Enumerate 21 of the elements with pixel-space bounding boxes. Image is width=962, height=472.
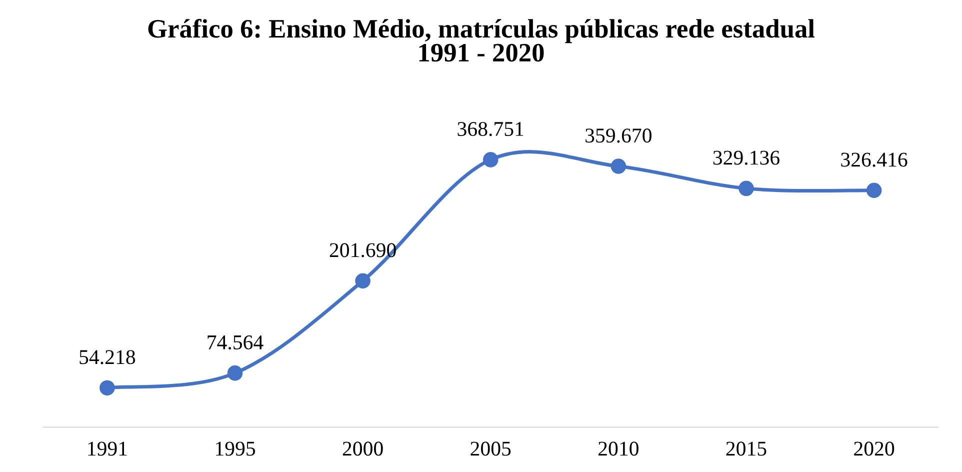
x-tick-label: 2005 bbox=[470, 442, 511, 456]
chart-title: Gráfico 6: Ensino Médio, matrículas públicas rede estadual 1991 - 2020 bbox=[148, 18, 815, 62]
x-tick-label: 2010 bbox=[598, 442, 638, 456]
x-tick-label: 2020 bbox=[854, 442, 894, 456]
point bbox=[738, 180, 754, 196]
point bbox=[866, 182, 882, 198]
point bbox=[482, 152, 498, 168]
point bbox=[227, 365, 243, 381]
x-tick-label: 2015 bbox=[726, 442, 766, 456]
data-label: 54.218 bbox=[80, 350, 136, 364]
x-tick-label: 1991 bbox=[88, 442, 127, 456]
point bbox=[355, 273, 370, 289]
x-tick-label: 1995 bbox=[216, 442, 256, 456]
data-label: 74.564 bbox=[208, 335, 264, 350]
point bbox=[610, 158, 626, 174]
data-label: 326.416 bbox=[841, 152, 908, 167]
data-label: 368.751 bbox=[458, 122, 524, 136]
point bbox=[100, 380, 115, 396]
data-label: 359.670 bbox=[586, 128, 652, 143]
x-tick-label: 2000 bbox=[342, 442, 383, 456]
data-label: 329.136 bbox=[713, 150, 780, 165]
